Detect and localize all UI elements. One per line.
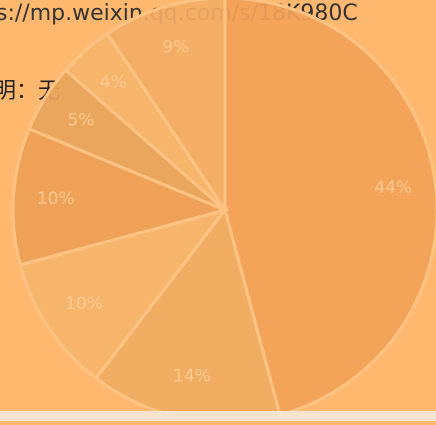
pie-slice [223,0,436,417]
slice-label: 14% [173,366,211,386]
slice-label: 5% [67,110,94,130]
slice-label: 4% [100,72,127,92]
slice-label: 10% [37,189,75,209]
pie-slice [11,126,230,267]
slice-label: 9% [162,38,189,58]
slice-label: 10% [65,294,103,314]
bottom-bar [0,411,436,421]
pie-slice [105,0,227,215]
pie-chart: 44% 14% 10% 10% 5% 4% 9% [11,0,436,424]
slice-label: 44% [374,178,412,198]
